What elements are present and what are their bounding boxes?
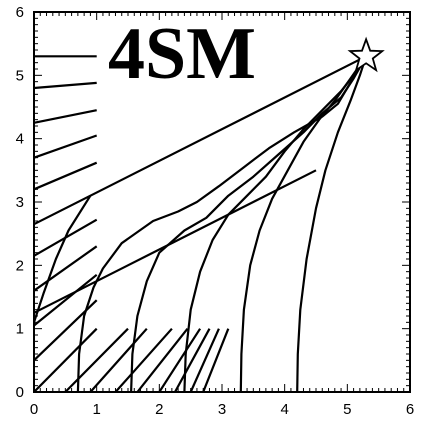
curve-5 [32, 195, 92, 323]
curve-3 [239, 55, 368, 393]
y-tick-label: 5 [16, 67, 24, 84]
y-tick-label: 4 [16, 131, 24, 148]
x-tick-label: 2 [155, 401, 163, 418]
hatch-line-3 [33, 134, 98, 159]
x-tick-label: 6 [406, 401, 414, 418]
hatch-line-11 [89, 327, 148, 393]
x-tick-label: 5 [343, 401, 351, 418]
y-tick-label: 2 [16, 257, 24, 274]
hatch-line-2 [33, 109, 97, 124]
hatch-line-17 [202, 328, 230, 393]
hatch-line-4 [33, 161, 98, 191]
ray-line-0 [33, 55, 367, 226]
curve-1 [130, 55, 368, 393]
hatch-line-9 [33, 327, 98, 393]
hatch-line-6 [33, 245, 98, 292]
hatch-line-16 [189, 328, 220, 393]
star-marker [347, 36, 385, 73]
hatch-line-15 [174, 328, 211, 393]
hatch-line-12 [114, 327, 173, 393]
x-tick-label: 1 [92, 401, 100, 418]
hatch-line-1 [33, 81, 97, 90]
x-tick-label: 3 [218, 401, 226, 418]
hatch-line-7 [33, 273, 98, 327]
curve-4 [296, 55, 368, 393]
hatch-line-13 [136, 328, 189, 393]
y-tick-label: 3 [16, 194, 24, 211]
plot-axes: 0 1 2 3 4 5 6 0 1 2 3 4 5 6 [16, 4, 415, 418]
y-tick-label: 0 [16, 384, 24, 401]
x-tick-label: 0 [30, 401, 38, 418]
curve-0 [76, 55, 368, 393]
hatch-line-10 [64, 327, 129, 393]
y-tick-label: 1 [16, 321, 24, 338]
x-tick-label: 4 [280, 401, 288, 418]
y-tick-label: 6 [16, 4, 24, 21]
hatch-line-14 [158, 328, 202, 393]
ray-line-1 [33, 169, 317, 314]
plot-marks [32, 36, 385, 393]
diagram-title: 4SM [108, 13, 256, 95]
